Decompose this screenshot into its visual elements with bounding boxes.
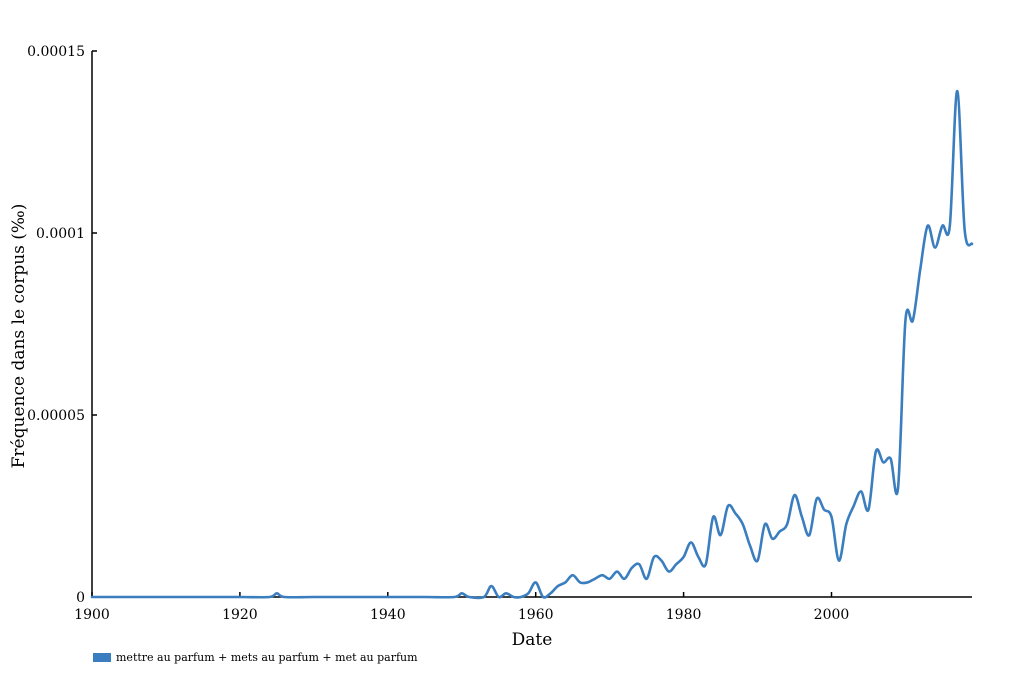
- y-axis-title: Fréquence dans le corpus (‰): [9, 204, 29, 469]
- y-tick-label: 0: [76, 590, 85, 606]
- y-tick-label: 0.0001: [36, 226, 85, 242]
- y-tick-label: 0.00005: [27, 408, 85, 424]
- x-tick-label: 1980: [666, 607, 702, 623]
- x-axis-ticks: 1900 1920 1940 1960 1980 2000: [74, 592, 849, 623]
- y-tick-label: 0.00015: [27, 44, 85, 60]
- legend-label: mettre au parfum + mets au parfum + met …: [116, 651, 418, 664]
- x-tick-label: 1900: [74, 607, 110, 623]
- legend-swatch: [93, 653, 111, 662]
- legend: mettre au parfum + mets au parfum + met …: [93, 651, 418, 664]
- y-axis-ticks: 0 0.00005 0.0001 0.00015: [27, 44, 97, 606]
- x-axis-title: Date: [512, 630, 553, 650]
- series-layer: [90, 89, 974, 600]
- x-tick-label: 2000: [814, 607, 850, 623]
- x-tick-label: 1920: [222, 607, 258, 623]
- series-line-0: [90, 89, 974, 600]
- x-tick-label: 1960: [518, 607, 554, 623]
- x-tick-label: 1940: [370, 607, 406, 623]
